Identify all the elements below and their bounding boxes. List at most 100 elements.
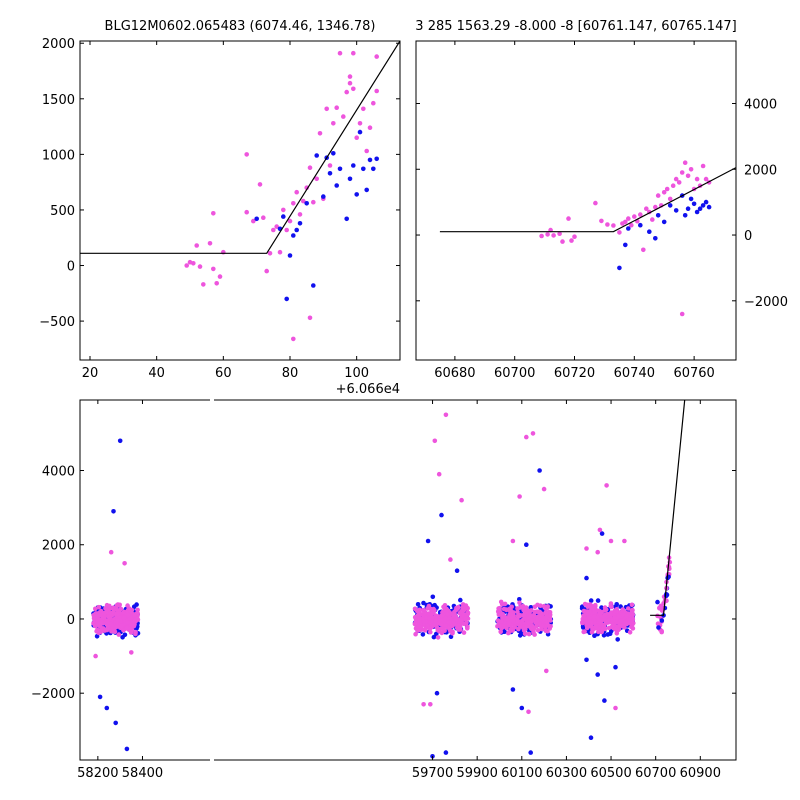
- axes-frame: [415, 40, 737, 361]
- data-point: [517, 494, 522, 499]
- data-point: [327, 163, 333, 168]
- plot-area: [91, 400, 686, 759]
- data-point: [599, 218, 604, 224]
- data-point: [641, 247, 646, 253]
- data-point: [132, 612, 137, 618]
- data-point: [608, 538, 614, 544]
- data-point: [124, 625, 129, 631]
- data-point: [106, 613, 112, 619]
- data-point: [541, 486, 547, 492]
- data-point: [604, 483, 609, 488]
- data-point: [655, 599, 660, 605]
- data-point: [679, 170, 685, 175]
- data-point: [656, 625, 661, 630]
- data-point: [602, 612, 608, 618]
- data-point: [676, 180, 682, 185]
- data-point: [416, 624, 422, 629]
- data-point: [673, 208, 679, 213]
- data-point: [344, 89, 350, 95]
- data-point: [547, 612, 553, 618]
- data-point: [435, 635, 441, 640]
- data-point: [93, 653, 98, 659]
- data-point: [113, 606, 119, 612]
- data-point: [613, 609, 619, 614]
- data-point: [515, 609, 520, 615]
- data-point: [421, 702, 426, 707]
- data-point: [661, 219, 667, 225]
- data-point: [700, 203, 706, 208]
- x-tick-label: 60680: [434, 366, 475, 381]
- x-tick-label: 60700: [635, 766, 676, 781]
- data-point: [619, 618, 624, 623]
- data-point: [324, 106, 330, 112]
- data-point: [207, 241, 213, 246]
- data-point: [584, 546, 589, 551]
- data-point: [439, 512, 444, 518]
- data-point: [281, 214, 286, 219]
- data-point: [341, 114, 346, 119]
- data-point: [545, 604, 550, 609]
- data-point: [425, 538, 431, 544]
- data-point: [566, 216, 571, 221]
- data-point: [463, 616, 468, 622]
- data-point: [417, 611, 423, 616]
- data-point: [430, 594, 436, 600]
- data-point: [103, 606, 108, 611]
- data-point: [497, 622, 502, 628]
- data-point: [545, 622, 550, 628]
- data-point: [130, 622, 136, 628]
- data-point: [351, 86, 356, 92]
- data-point: [423, 619, 428, 624]
- axis-break: [210, 756, 214, 763]
- data-point: [638, 222, 643, 228]
- data-point: [608, 611, 613, 617]
- data-point: [97, 612, 102, 617]
- data-point: [509, 615, 514, 620]
- data-point: [580, 620, 585, 626]
- data-point: [586, 609, 592, 614]
- x-tick-label: 60100: [501, 766, 542, 781]
- data-point: [544, 613, 549, 619]
- data-point: [443, 412, 449, 418]
- data-point: [201, 282, 206, 287]
- data-point: [211, 211, 216, 216]
- data-point: [422, 628, 428, 633]
- panel-top-right: 60680 60700 60720 60740 60760 −2000 0 2000 4000 3…: [415, 19, 788, 381]
- data-point: [364, 187, 370, 193]
- data-point: [110, 606, 116, 612]
- data-point: [445, 612, 450, 617]
- data-point: [304, 201, 310, 206]
- x-tick-label: 40: [148, 366, 165, 381]
- data-point: [537, 621, 542, 627]
- data-point: [581, 629, 586, 635]
- data-point: [351, 50, 356, 56]
- data-point: [498, 599, 504, 605]
- data-point: [529, 626, 534, 631]
- data-point: [284, 227, 290, 233]
- x-tick-label: 60760: [673, 366, 714, 381]
- data-point: [532, 604, 538, 610]
- data-point: [194, 243, 199, 248]
- data-point: [584, 657, 589, 663]
- data-point: [500, 615, 505, 621]
- data-point: [431, 634, 437, 640]
- data-point: [454, 568, 460, 573]
- data-point: [447, 626, 452, 632]
- data-point: [595, 598, 601, 603]
- data-point: [417, 607, 422, 613]
- data-point: [294, 189, 300, 195]
- data-point: [428, 702, 433, 707]
- data-point: [524, 434, 529, 440]
- y-tick-label: −500: [39, 315, 75, 330]
- data-point: [517, 597, 522, 602]
- data-point: [629, 613, 634, 618]
- data-point: [431, 622, 437, 628]
- data-point: [334, 105, 340, 110]
- data-point: [537, 468, 542, 473]
- data-point: [588, 735, 594, 740]
- data-point: [644, 206, 649, 211]
- data-point: [257, 182, 263, 187]
- panel-bottom: 58200 58400 59700 59900 60100 60300 60500 60700…: [31, 397, 737, 781]
- data-point: [95, 627, 100, 633]
